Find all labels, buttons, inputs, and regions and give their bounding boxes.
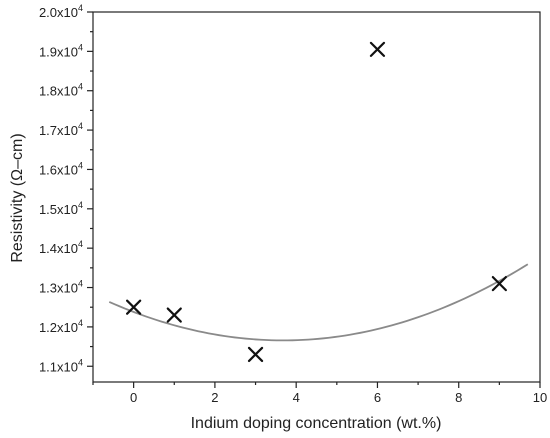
data-point-3 [369,41,386,57]
x-tick-label-2: 4 [293,390,300,405]
y-tick-label-5: 1.6x104 [39,160,83,177]
y-tick-label-2: 1.3x104 [39,279,83,296]
x-tick-label-3: 6 [374,390,381,405]
y-tick-label-8: 1.9x104 [39,42,83,59]
y-tick-label-1: 1.2x104 [39,318,83,335]
y-tick-label-6: 1.7x104 [39,121,83,138]
y-tick-label-7: 1.8x104 [39,82,83,99]
fit-curve [108,263,529,342]
y-tick-label-0: 1.1x104 [39,357,83,374]
data-points [126,41,507,363]
y-axis: 1.1x104 1.2x104 1.3x104 1.4x104 1.5x104 1.6x1… [39,3,93,374]
x-tick-label-5: 10 [533,390,547,405]
data-point-1 [166,307,182,323]
data-point-2 [247,346,264,363]
plot-frame [92,11,541,383]
x-tick-label-1: 2 [211,390,218,405]
y-axis-label: Resistivity (Ω–cm) [9,133,26,262]
x-tick-label-4: 8 [455,390,462,405]
x-axis-label: Indium doping concentration (wt.%) [191,415,442,432]
data-point-4 [491,275,507,292]
y-tick-label-4: 1.5x104 [39,200,83,217]
y-tick-label-3: 1.4x104 [39,239,83,256]
x-axis: 0 2 4 6 8 10 [92,382,547,405]
y-tick-label-9: 2.0x104 [39,3,83,20]
x-tick-label-0: 0 [130,390,137,405]
data-point-0 [126,299,142,315]
plot-area [92,11,541,383]
fit-curve-group [108,263,529,342]
